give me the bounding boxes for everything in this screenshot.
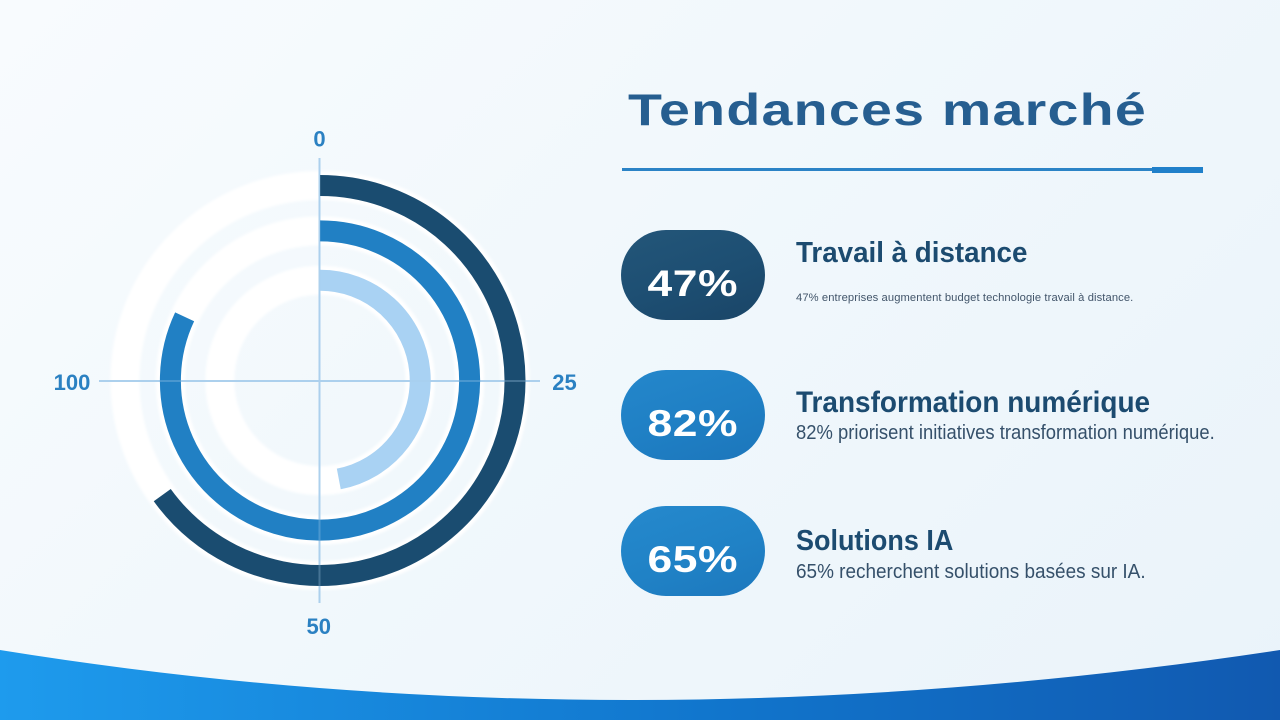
svg-text:0: 0 <box>313 127 325 152</box>
svg-text:25: 25 <box>552 370 576 395</box>
svg-text:50: 50 <box>306 614 330 639</box>
svg-text:100: 100 <box>54 370 91 395</box>
